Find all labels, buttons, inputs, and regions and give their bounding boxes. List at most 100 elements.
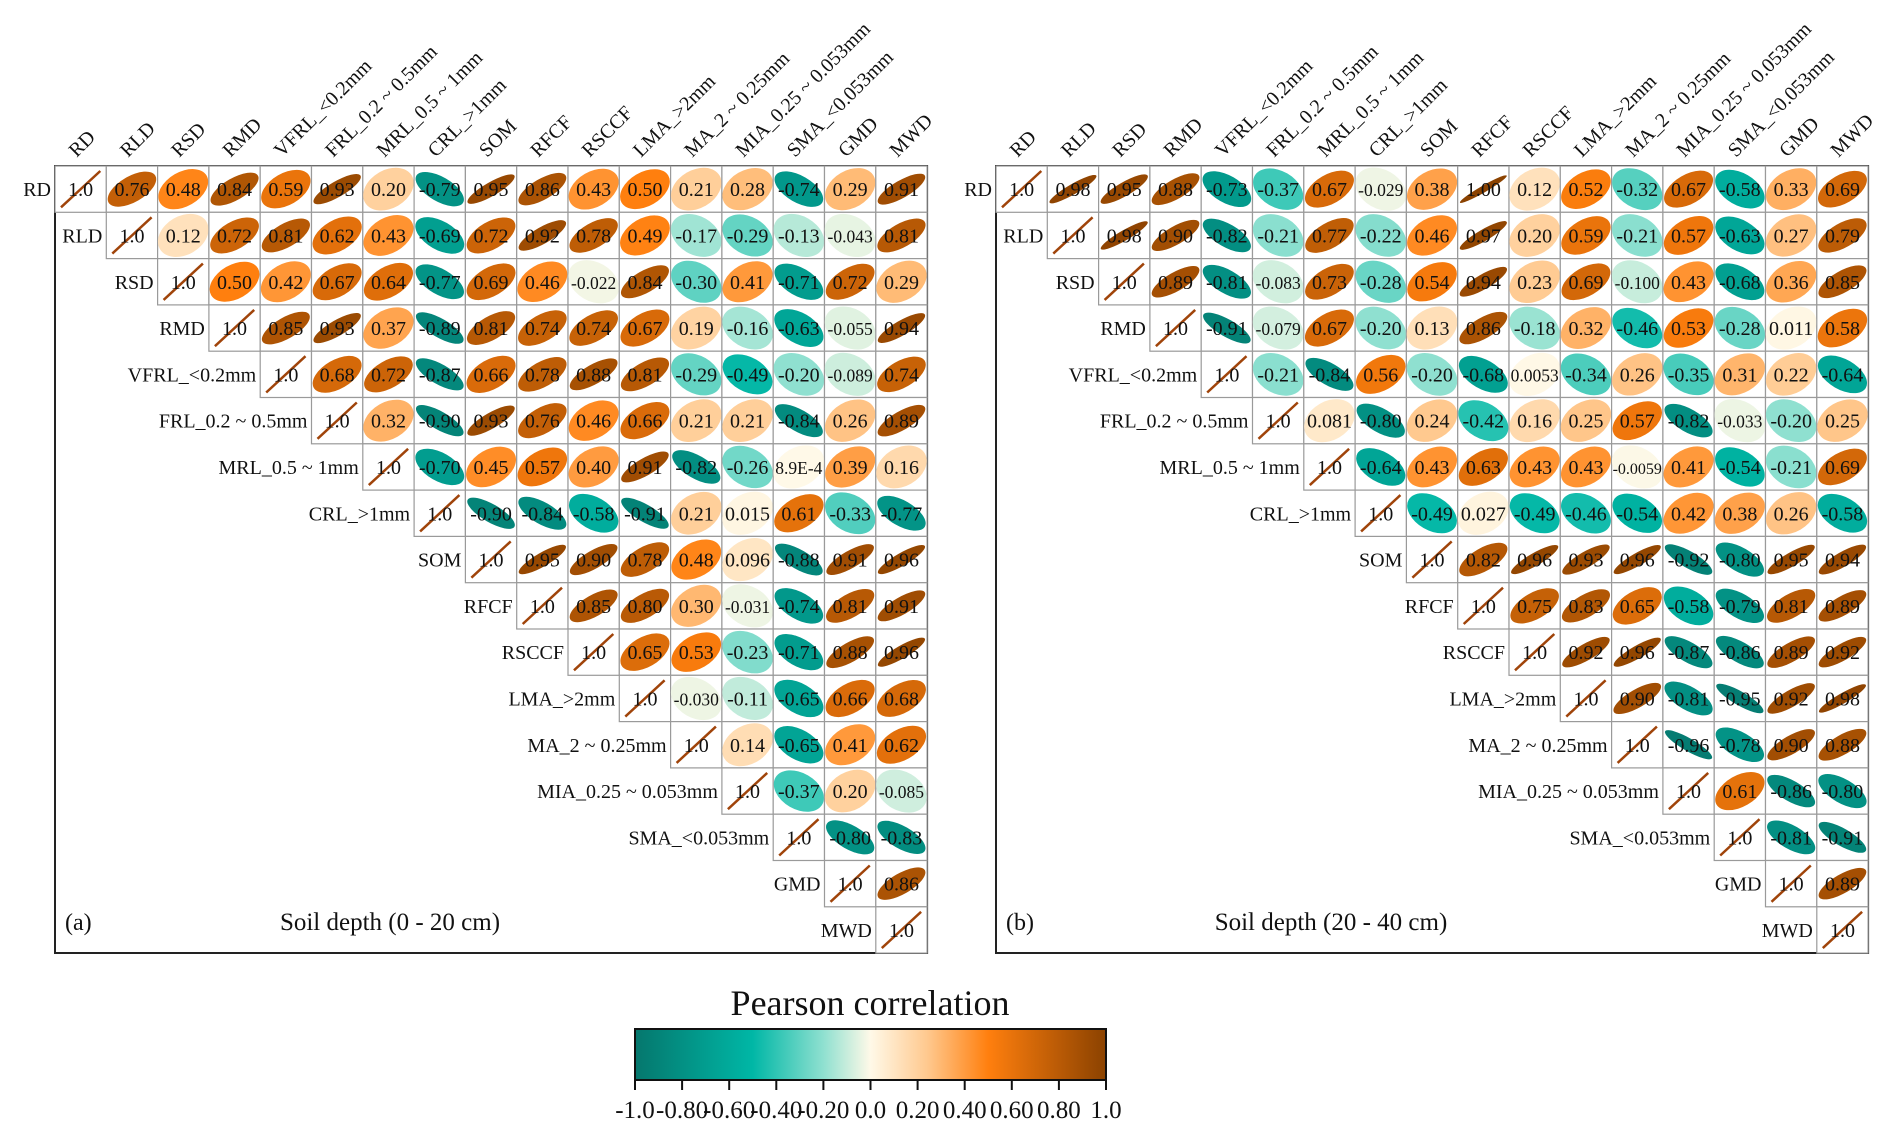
correlation-ellipse bbox=[467, 174, 515, 204]
row-label: SOM bbox=[418, 550, 462, 572]
corr-cell: -0.42 bbox=[1457, 396, 1510, 445]
correlation-value: 0.69 bbox=[1568, 272, 1603, 294]
correlation-value: 0.92 bbox=[1825, 642, 1860, 664]
correlation-ellipse bbox=[825, 724, 876, 766]
correlation-value: 1.0 bbox=[1625, 735, 1650, 757]
corr-cell: -0.28 bbox=[1354, 258, 1407, 306]
correlation-value: -0.20 bbox=[1360, 318, 1402, 340]
correlation-value: 0.48 bbox=[166, 179, 201, 201]
row-label: GMD bbox=[1715, 874, 1762, 896]
diagonal-line-mark bbox=[162, 262, 204, 301]
corr-cell: 0.12 bbox=[157, 211, 210, 260]
correlation-value: 0.50 bbox=[627, 179, 662, 201]
corr-cell: 0.91 bbox=[618, 443, 672, 491]
correlation-value: 0.26 bbox=[1620, 364, 1655, 386]
correlation-ellipse bbox=[826, 820, 875, 855]
corr-cell: 0.16 bbox=[1508, 396, 1561, 445]
correlation-value: 0.96 bbox=[884, 550, 919, 572]
correlation-value: 0.66 bbox=[833, 688, 868, 710]
correlation-ellipse bbox=[209, 261, 260, 302]
correlation-value: 0.21 bbox=[679, 411, 714, 433]
corr-cell: 1.0 bbox=[1508, 628, 1561, 676]
corr-cell: 0.96 bbox=[1508, 535, 1561, 584]
correlation-value: 1.0 bbox=[1368, 503, 1393, 525]
correlation-value: -0.88 bbox=[778, 550, 820, 572]
corr-cell: 0.93 bbox=[310, 304, 364, 352]
correlation-ellipse bbox=[876, 445, 927, 489]
corr-cell: 1.0 bbox=[1559, 674, 1613, 723]
colorbar-tick-label: -0.80 bbox=[656, 1097, 708, 1124]
correlation-value: 0.41 bbox=[1671, 457, 1706, 479]
colorbar-tick-label: 0.60 bbox=[990, 1097, 1034, 1124]
correlation-value: 0.57 bbox=[1671, 225, 1706, 247]
correlation-value: 0.88 bbox=[1158, 179, 1193, 201]
correlation-value: 0.54 bbox=[1415, 272, 1450, 294]
correlation-value: 0.90 bbox=[1158, 225, 1193, 247]
correlation-ellipse bbox=[1406, 352, 1458, 396]
correlation-value: -0.78 bbox=[1719, 735, 1761, 757]
correlation-value: 0.43 bbox=[1568, 457, 1603, 479]
correlation-ellipse bbox=[1818, 867, 1867, 900]
correlation-value: 0.68 bbox=[884, 688, 919, 710]
correlation-ellipse bbox=[210, 217, 259, 254]
diagonal-line-mark bbox=[1360, 494, 1402, 533]
corr-cell: 0.66 bbox=[823, 674, 877, 723]
correlation-ellipse bbox=[773, 213, 825, 257]
diagonal-line-mark bbox=[675, 725, 717, 764]
correlation-value: 1.0 bbox=[273, 364, 298, 386]
corr-cell: 0.78 bbox=[567, 211, 620, 260]
corr-cell: -0.89 bbox=[413, 304, 467, 352]
correlation-value: 0.92 bbox=[1774, 688, 1809, 710]
correlation-value: 0.76 bbox=[525, 411, 560, 433]
correlation-ellipse bbox=[1765, 353, 1817, 396]
correlation-ellipse bbox=[671, 260, 722, 303]
column-header: RFCF bbox=[1467, 111, 1517, 161]
corr-cell: 0.67 bbox=[618, 304, 672, 352]
correlation-value: -0.031 bbox=[725, 597, 770, 617]
corr-cell: -0.49 bbox=[1405, 489, 1459, 538]
corr-cell: -0.35 bbox=[1662, 350, 1715, 399]
column-header: RSD bbox=[167, 118, 210, 161]
correlation-value: 0.081 bbox=[1307, 411, 1352, 433]
correlation-ellipse bbox=[1407, 493, 1457, 534]
corr-cell: 0.78 bbox=[618, 535, 672, 584]
panel-tag: (b) bbox=[1006, 910, 1034, 936]
correlation-value: 0.81 bbox=[884, 225, 919, 247]
correlation-ellipse bbox=[158, 169, 209, 210]
row-label: MA_2 ~ 0.25mm bbox=[1468, 735, 1608, 757]
corr-cell: 0.81 bbox=[1764, 582, 1818, 630]
corr-cell: -0.80 bbox=[823, 813, 877, 862]
row-label: MA_2 ~ 0.25mm bbox=[527, 735, 667, 757]
correlation-ellipse bbox=[671, 632, 722, 672]
corr-cell: -0.81 bbox=[1764, 813, 1818, 862]
corr-cell: -0.58 bbox=[1816, 489, 1869, 538]
diagonal-line-mark bbox=[624, 679, 666, 718]
corr-cell: 1.0 bbox=[1303, 443, 1356, 491]
correlation-value: -0.30 bbox=[675, 272, 717, 294]
corr-cell: 0.69 bbox=[1816, 443, 1869, 491]
correlation-ellipse bbox=[876, 260, 927, 303]
corr-cell: 0.72 bbox=[464, 211, 518, 260]
column-header: RSCCF bbox=[1519, 102, 1579, 162]
corr-cell: 0.89 bbox=[1149, 258, 1202, 306]
correlation-value: -0.100 bbox=[1615, 273, 1660, 293]
corr-cell: 8.9E-4 bbox=[772, 443, 826, 491]
correlation-value: -0.81 bbox=[1770, 827, 1812, 849]
row-label: RMD bbox=[159, 318, 205, 340]
corr-cell: 0.50 bbox=[618, 165, 672, 213]
correlation-ellipse bbox=[826, 588, 875, 623]
correlation-value: 1.0 bbox=[1420, 550, 1445, 572]
correlation-ellipse bbox=[1407, 262, 1457, 302]
correlation-value: 1.0 bbox=[1060, 225, 1085, 247]
corr-cell: 0.82 bbox=[1457, 535, 1510, 584]
correlation-value: 0.74 bbox=[525, 318, 560, 340]
corr-cell: -0.82 bbox=[1200, 211, 1254, 260]
correlation-ellipse bbox=[1459, 542, 1508, 577]
column-header: RSCCF bbox=[578, 102, 638, 162]
row-label: RFCF bbox=[464, 596, 513, 618]
correlation-ellipse bbox=[1355, 306, 1407, 350]
corr-cell: 0.84 bbox=[208, 165, 261, 213]
corr-cell: 0.62 bbox=[310, 211, 364, 260]
correlation-value: -0.29 bbox=[727, 225, 769, 247]
